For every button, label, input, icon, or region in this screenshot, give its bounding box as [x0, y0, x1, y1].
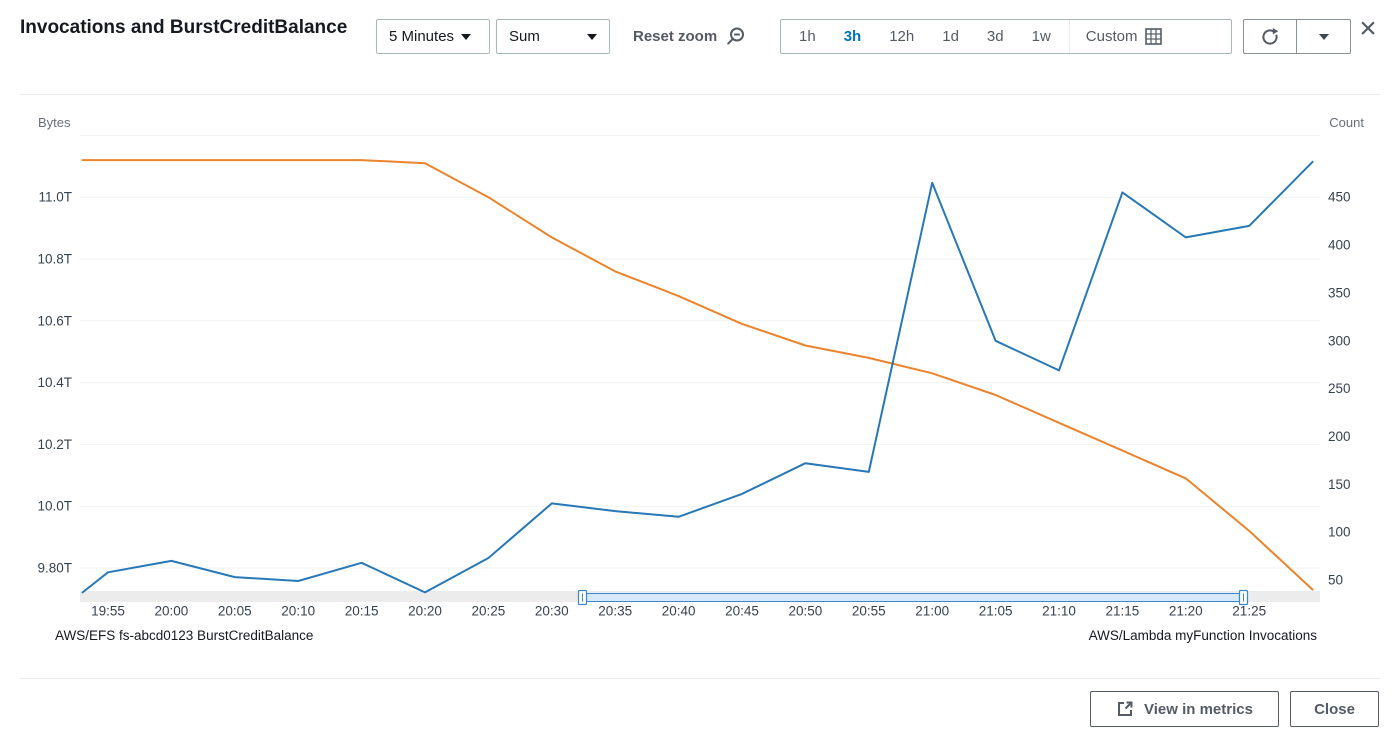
close-icon[interactable]: × [1359, 12, 1377, 45]
reset-zoom-label: Reset zoom [633, 28, 718, 45]
separator [1068, 20, 1070, 53]
left-axis-unit-label: Bytes [38, 115, 71, 130]
y-axis-right-tick-label: 350 [1328, 285, 1351, 300]
y-axis-right-tick-label: 150 [1328, 477, 1351, 492]
refresh-button[interactable] [1243, 19, 1297, 54]
chevron-down-icon [461, 33, 472, 40]
legend-label: AWS/EFS fs-abcd0123 BurstCreditBalance [55, 627, 314, 643]
x-axis-tick-label: 20:15 [345, 604, 379, 619]
statistic-dropdown[interactable]: Sum [496, 19, 610, 54]
y-axis-right-tick-label: 300 [1328, 333, 1351, 348]
y-axis-left-tick-label: 9.80T [37, 561, 72, 576]
x-axis-tick-label: 21:20 [1169, 604, 1203, 619]
x-axis-tick-label: 21:05 [979, 604, 1013, 619]
header-divider [20, 94, 1380, 95]
time-range-custom[interactable]: Custom [1074, 28, 1171, 45]
y-axis-right-tick-label: 450 [1328, 190, 1351, 205]
time-range-custom-label: Custom [1085, 28, 1138, 45]
close-button-label: Close [1314, 700, 1355, 718]
legend-dot-blue-icon [1070, 630, 1081, 641]
period-dropdown[interactable]: 5 Minutes [376, 19, 490, 54]
view-in-metrics-label: View in metrics [1144, 700, 1253, 718]
time-range-group: 1h 3h 12h 1d 3d 1w Custom [780, 19, 1232, 54]
time-range-3d[interactable]: 3d [986, 28, 1004, 45]
external-link-icon [1118, 701, 1133, 716]
chevron-down-icon [587, 33, 597, 40]
time-range-1d[interactable]: 1d [942, 28, 959, 45]
x-axis-tick-label: 20:45 [725, 604, 759, 619]
x-axis-tick-label: 20:55 [852, 604, 886, 619]
x-axis-tick-label: 19:55 [91, 604, 125, 619]
x-axis-tick-label: 21:15 [1106, 604, 1140, 619]
time-range-1w[interactable]: 1w [1031, 28, 1051, 45]
x-axis-tick-label: 21:10 [1042, 604, 1076, 619]
series-line-left [81, 159, 1314, 591]
x-axis-tick-label: 20:20 [408, 604, 442, 619]
y-axis-left-tick-label: 10.6T [37, 313, 72, 328]
refresh-icon [1262, 27, 1279, 45]
page-title: Invocations and BurstCreditBalance [20, 17, 348, 38]
x-axis-tick-label: 20:00 [155, 604, 189, 619]
reset-zoom-button[interactable]: Reset zoom [633, 19, 746, 54]
y-axis-left-tick-label: 10.2T [37, 437, 72, 452]
calendar-icon [1145, 28, 1163, 45]
time-range-12h[interactable]: 12h [889, 28, 915, 45]
x-axis-tick-label: 20:50 [789, 604, 823, 619]
period-dropdown-value: 5 Minutes [389, 28, 455, 45]
chevron-down-icon [1318, 33, 1329, 40]
y-axis-left-tick-label: 10.0T [37, 499, 72, 514]
x-axis-tick-label: 20:40 [662, 604, 696, 619]
zoom-out-icon [727, 27, 745, 45]
x-axis-tick-label: 21:00 [915, 604, 949, 619]
y-axis-right-tick-label: 100 [1328, 525, 1351, 540]
close-button[interactable]: Close [1290, 691, 1379, 727]
y-axis-left-tick-label: 10.4T [37, 375, 72, 390]
y-axis-left-tick-label: 10.8T [37, 252, 72, 267]
x-axis-tick-label: 20:10 [281, 604, 315, 619]
x-axis-tick-label: 20:25 [472, 604, 506, 619]
y-axis-right-tick-label: 200 [1328, 429, 1351, 444]
time-range-3h[interactable]: 3h [843, 28, 862, 45]
x-axis-tick-label: 20:30 [535, 604, 569, 619]
legend-item-burstcreditbalance[interactable]: AWS/EFS fs-abcd0123 BurstCreditBalance [36, 625, 313, 645]
right-axis-unit-label: Count [1329, 115, 1364, 130]
y-axis-right-tick-label: 250 [1328, 381, 1351, 396]
y-axis-left-tick-label: 11.0T [38, 190, 72, 205]
refresh-split-button [1243, 19, 1351, 54]
y-axis-right-tick-label: 50 [1328, 573, 1343, 588]
footer-divider [20, 678, 1380, 679]
view-in-metrics-button[interactable]: View in metrics [1090, 691, 1279, 727]
time-range-1h[interactable]: 1h [799, 28, 816, 45]
x-axis-tick-label: 21:25 [1232, 604, 1266, 619]
y-axis-right-tick-label: 400 [1328, 238, 1351, 253]
legend-item-invocations[interactable]: AWS/Lambda myFunction Invocations [1070, 625, 1317, 645]
legend-dot-orange-icon [36, 630, 47, 641]
x-axis-tick-label: 20:05 [218, 604, 252, 619]
legend-label: AWS/Lambda myFunction Invocations [1088, 627, 1317, 643]
refresh-options-button[interactable] [1297, 19, 1351, 54]
chart-canvas[interactable]: 11.0T 10.8T 10.6T 10.4T 10.2T 10.0T 9.80T 450 40… [0, 0, 1400, 680]
x-axis-tick-label: 20:35 [598, 604, 632, 619]
scrollbar-selection[interactable] [582, 593, 1244, 602]
statistic-dropdown-value: Sum [509, 28, 540, 45]
series-line-right [81, 160, 1314, 594]
